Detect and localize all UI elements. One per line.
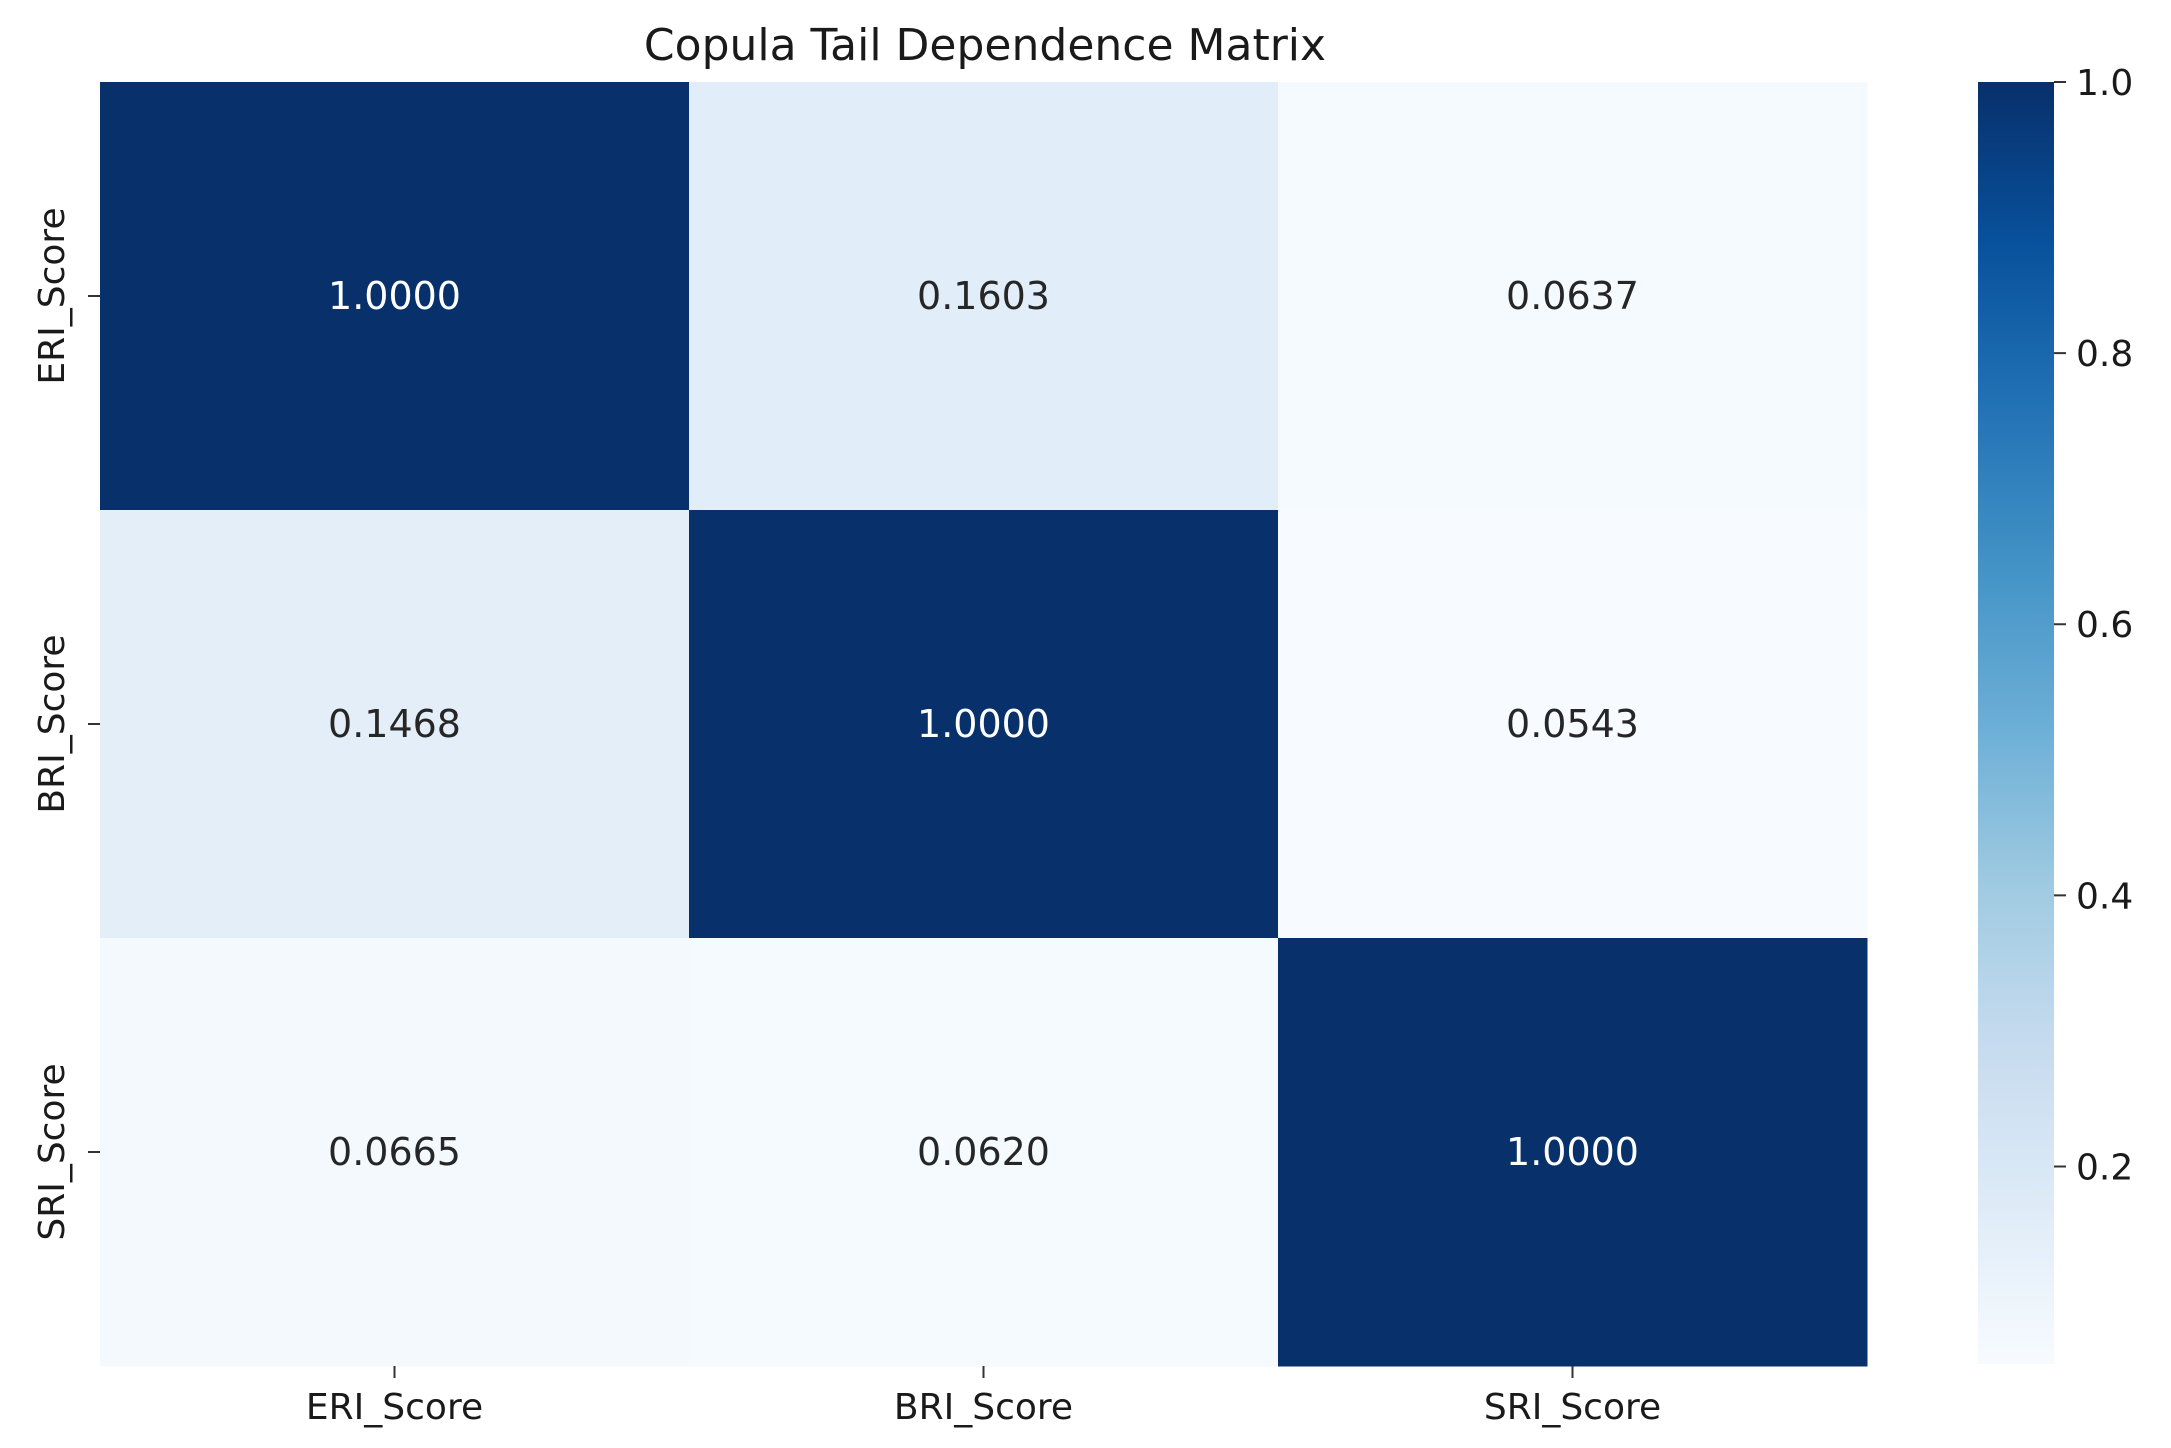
colorbar-tick-label: 1.0 [2076,63,2133,104]
y-axis: ERI_Score BRI_Score SRI_Score [32,207,100,1241]
cell-value-r1-c1: 1.0000 [917,702,1050,746]
heatmap-cell-r2-c0 [100,938,690,1367]
x-axis: ERI_Score BRI_Score SRI_Score [306,1366,1661,1428]
chart-title: Copula Tail Dependence Matrix [644,20,1326,71]
cell-value-r2-c1: 0.0620 [917,1130,1050,1174]
heatmap-cell-r0-c2 [1278,82,1868,511]
heatmap-cell-r0-c0 [100,82,690,511]
heatmap-cell-r0-c1 [689,82,1279,511]
y-tick-label: BRI_Score [32,634,73,813]
x-tick-label: BRI_Score [894,1387,1073,1428]
colorbar-tick-label: 0.8 [2076,334,2133,375]
cell-value-r2-c2: 1.0000 [1506,1130,1639,1174]
cell-value-r2-c0: 0.0665 [328,1130,461,1174]
colorbar-tick-label: 0.4 [2076,876,2133,917]
x-tick-label: ERI_Score [306,1387,483,1428]
heatmap-cells [100,82,1868,1367]
heatmap-cell-labels: 1.0000 0.1603 0.0637 0.1468 1.0000 0.0543 0.06… [328,274,1639,1174]
heatmap-cell-r1-c0 [100,510,690,939]
heatmap-cell-r2-c1 [689,938,1279,1367]
heatmap-cell-r1-c2 [1278,510,1868,939]
heatmap-cell-r1-c1 [689,510,1279,939]
y-tick-label: ERI_Score [32,207,73,384]
cell-value-r1-c0: 0.1468 [328,702,461,746]
cell-value-r0-c1: 0.1603 [917,274,1050,318]
cell-value-r0-c2: 0.0637 [1506,274,1639,318]
heatmap-cell-r2-c2 [1278,938,1868,1367]
colorbar-tick-label: 0.6 [2076,605,2133,646]
colorbar-ticks: 0.2 0.4 0.6 0.8 1.0 [2054,63,2133,1188]
y-tick-label: SRI_Score [32,1063,73,1240]
x-tick-label: SRI_Score [1484,1387,1661,1428]
colorbar-tick-label: 0.2 [2076,1147,2133,1188]
cell-value-r1-c2: 0.0543 [1506,702,1639,746]
cell-value-r0-c0: 1.0000 [328,274,461,318]
colorbar [1978,82,2054,1364]
